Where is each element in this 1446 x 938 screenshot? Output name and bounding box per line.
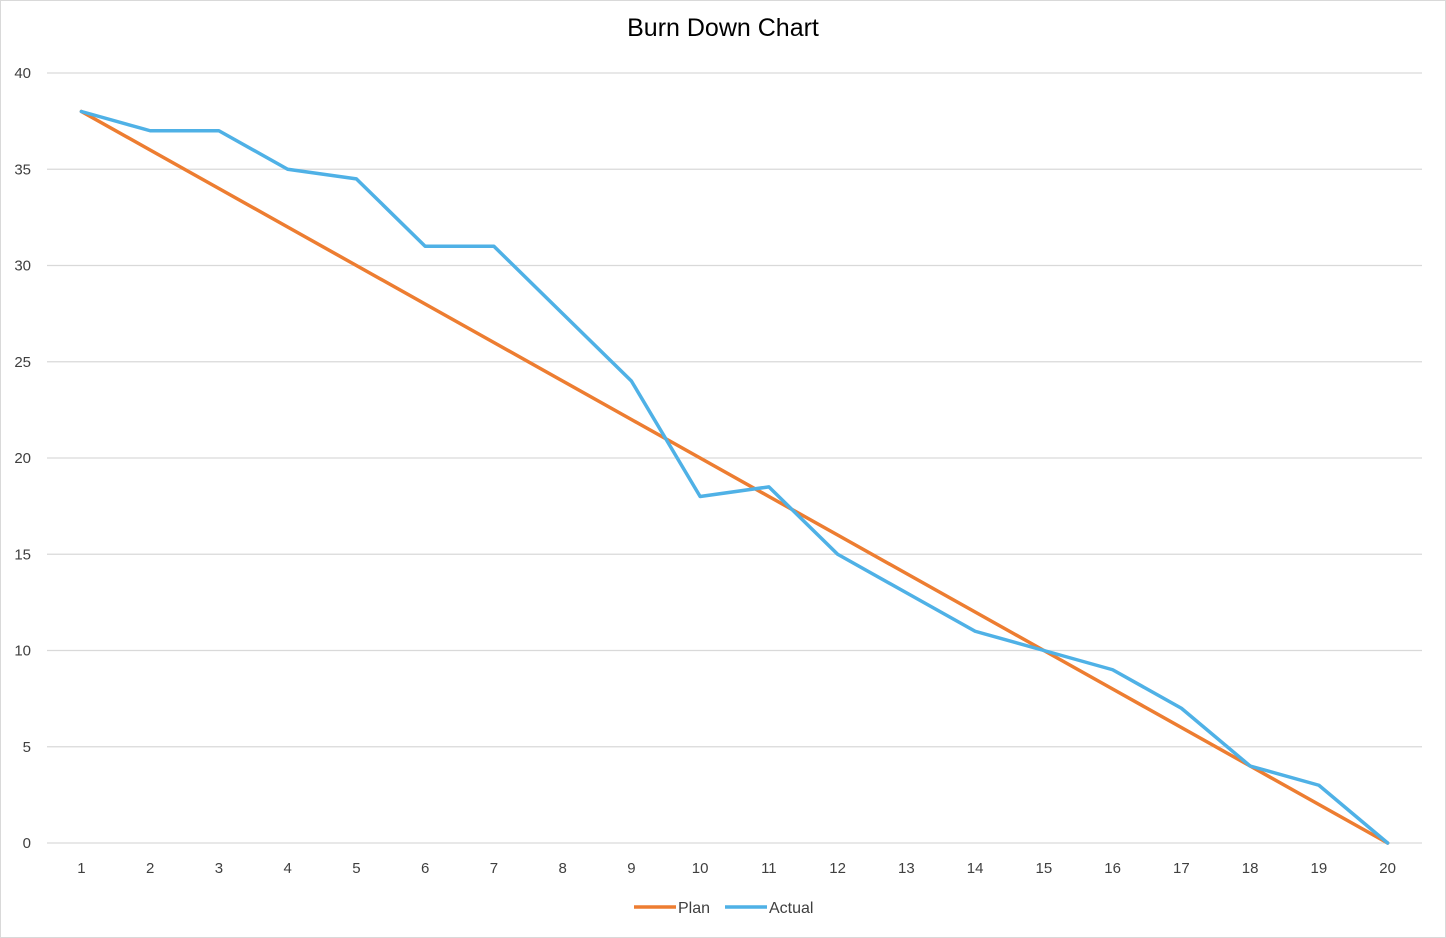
x-tick-label: 14 — [967, 860, 984, 877]
x-tick-label: 6 — [421, 860, 429, 877]
y-tick-label: 15 — [14, 546, 31, 563]
x-tick-label: 13 — [898, 860, 915, 877]
y-tick-label: 40 — [14, 65, 31, 82]
x-tick-label: 12 — [829, 860, 846, 877]
y-tick-label: 35 — [14, 161, 31, 178]
series-line-plan — [79, 109, 1390, 845]
y-tick-label: 25 — [14, 354, 31, 371]
y-tick-label: 10 — [14, 643, 31, 660]
y-tick-label: 5 — [23, 739, 31, 756]
x-tick-label: 9 — [627, 860, 635, 877]
y-tick-label: 20 — [14, 450, 31, 467]
chart-title: Burn Down Chart — [627, 14, 819, 42]
legend-label-plan: Plan — [678, 900, 710, 917]
series-lines — [79, 109, 1390, 845]
y-tick-label: 0 — [23, 835, 31, 852]
x-tick-label: 15 — [1036, 860, 1053, 877]
y-tick-label: 30 — [14, 258, 31, 275]
x-tick-label: 11 — [761, 860, 777, 877]
x-tick-label: 5 — [352, 860, 360, 877]
x-tick-label: 8 — [558, 860, 566, 877]
x-tick-label: 16 — [1104, 860, 1121, 877]
x-tick-label: 2 — [146, 860, 154, 877]
x-tick-label: 18 — [1242, 860, 1259, 877]
x-tick-label: 10 — [692, 860, 709, 877]
grid — [47, 72, 1422, 844]
x-tick-label: 4 — [283, 860, 291, 877]
x-tick-label: 3 — [215, 860, 223, 877]
x-tick-label: 1 — [77, 860, 85, 877]
x-tick-label: 7 — [490, 860, 498, 877]
x-tick-label: 17 — [1173, 860, 1190, 877]
x-tick-label: 20 — [1379, 860, 1396, 877]
series-line-actual — [79, 109, 1390, 845]
legend: Plan Actual — [634, 900, 813, 917]
legend-label-actual: Actual — [769, 900, 813, 917]
x-tick-label: 19 — [1311, 860, 1328, 877]
